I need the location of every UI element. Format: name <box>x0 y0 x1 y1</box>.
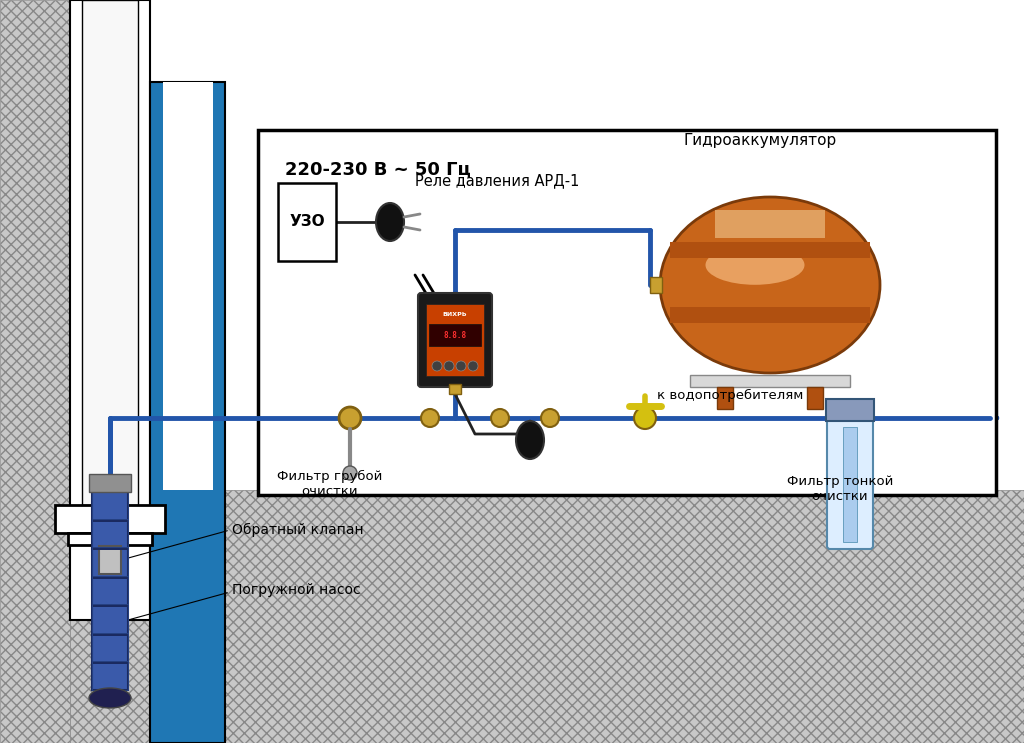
Bar <box>715 210 825 238</box>
Circle shape <box>343 466 357 480</box>
Ellipse shape <box>376 203 404 241</box>
Circle shape <box>456 361 466 371</box>
Bar <box>92 519 128 522</box>
Text: Гидроаккумулятор: Гидроаккумулятор <box>683 133 837 148</box>
Text: Фильтр тонкой
очистки: Фильтр тонкой очистки <box>786 475 893 503</box>
Text: 220-230 В ~ 50 Гц: 220-230 В ~ 50 Гц <box>285 160 471 178</box>
Bar <box>278 183 336 261</box>
Bar <box>70 0 150 743</box>
Bar <box>99 546 121 574</box>
Bar <box>690 375 850 387</box>
Text: к водопотребителям: к водопотребителям <box>657 389 804 401</box>
Bar <box>92 547 128 550</box>
Circle shape <box>444 361 454 371</box>
FancyBboxPatch shape <box>827 418 873 549</box>
Bar <box>717 387 733 409</box>
Bar <box>843 427 857 542</box>
FancyBboxPatch shape <box>418 293 492 387</box>
Bar <box>426 304 484 376</box>
Bar <box>82 0 138 505</box>
Ellipse shape <box>660 197 880 373</box>
Bar <box>258 130 996 495</box>
Bar <box>92 547 128 576</box>
Bar <box>55 505 165 533</box>
Bar <box>225 490 1024 743</box>
Bar <box>89 474 131 492</box>
Circle shape <box>421 409 439 427</box>
Text: Фильтр грубой
очистки: Фильтр грубой очистки <box>278 470 383 498</box>
Bar <box>150 82 225 743</box>
Ellipse shape <box>516 421 544 459</box>
Bar <box>92 661 128 664</box>
Bar <box>163 82 213 490</box>
Ellipse shape <box>706 245 805 285</box>
Bar <box>92 490 128 690</box>
Bar <box>92 576 128 579</box>
Bar <box>92 604 128 633</box>
Bar <box>92 519 128 547</box>
Bar <box>68 533 152 545</box>
Bar <box>92 633 128 636</box>
Circle shape <box>339 407 361 429</box>
Bar <box>429 324 481 346</box>
Circle shape <box>468 361 478 371</box>
Text: УЗО: УЗО <box>289 215 325 230</box>
Bar <box>670 307 870 323</box>
Bar <box>92 576 128 604</box>
Bar <box>826 399 874 421</box>
Text: ВИХРЬ: ВИХРЬ <box>442 311 467 317</box>
Bar <box>92 604 128 607</box>
Circle shape <box>634 407 656 429</box>
Ellipse shape <box>89 688 131 708</box>
Text: 8.8.8: 8.8.8 <box>443 331 467 340</box>
Bar <box>807 387 823 409</box>
Bar <box>92 633 128 661</box>
Circle shape <box>490 409 509 427</box>
Bar <box>670 242 870 258</box>
Bar <box>70 0 150 620</box>
Bar <box>0 0 70 743</box>
Circle shape <box>432 361 442 371</box>
Bar <box>650 277 662 293</box>
Bar <box>92 490 128 493</box>
Text: Реле давления АРД-1: Реле давления АРД-1 <box>415 173 580 188</box>
Bar <box>449 384 461 394</box>
Text: Обратный клапан: Обратный клапан <box>232 523 364 537</box>
Bar <box>150 82 225 743</box>
Text: Погружной насос: Погружной насос <box>232 583 360 597</box>
Bar <box>92 490 128 519</box>
Bar <box>92 661 128 690</box>
Circle shape <box>541 409 559 427</box>
